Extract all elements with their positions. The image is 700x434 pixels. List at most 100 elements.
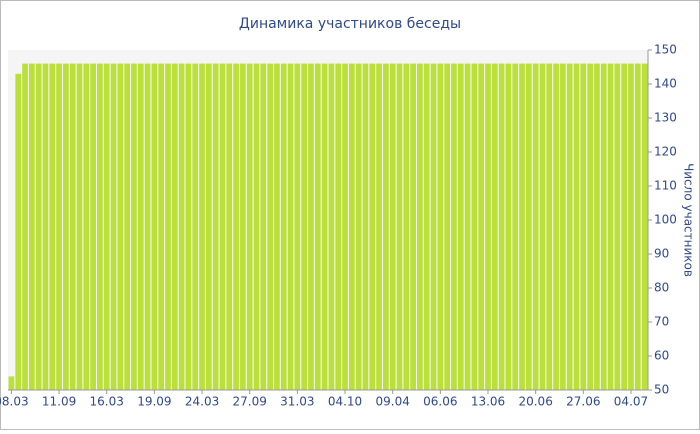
x-tick-label: 27.09 — [233, 395, 267, 409]
bar — [171, 63, 178, 390]
bar — [505, 63, 512, 390]
bar — [131, 63, 137, 390]
x-tick-label: 04.10 — [328, 395, 362, 409]
x-tick-label: 09.04 — [376, 395, 410, 409]
y-tick-label: 140 — [654, 77, 677, 91]
bar — [8, 376, 15, 390]
bar — [478, 63, 485, 390]
bar — [90, 63, 96, 390]
bar — [260, 63, 267, 390]
y-tick-label: 70 — [654, 315, 669, 329]
bar — [287, 63, 294, 390]
bar — [35, 63, 42, 390]
x-tick-label: 27.06 — [566, 395, 600, 409]
bar — [314, 63, 321, 390]
bar — [246, 63, 253, 390]
bar — [423, 63, 430, 390]
bar — [15, 73, 22, 391]
bar — [103, 63, 110, 390]
bar — [457, 63, 464, 390]
bar — [49, 63, 56, 390]
bar — [485, 63, 491, 390]
bar — [117, 63, 124, 390]
bar — [355, 63, 362, 390]
bar — [621, 63, 628, 390]
bar — [165, 63, 171, 390]
bar — [471, 63, 478, 390]
bar — [464, 63, 471, 390]
bar — [498, 63, 505, 390]
bar — [144, 63, 151, 390]
bar — [376, 63, 382, 390]
x-tick-label: 13.06 — [471, 395, 505, 409]
bar — [42, 63, 49, 390]
x-tick-label: 24.03 — [185, 395, 219, 409]
x-tick-label: 11.09 — [42, 395, 76, 409]
x-tick-label: 08.03 — [0, 395, 29, 409]
bar — [178, 63, 185, 390]
bar — [328, 63, 335, 390]
bar — [56, 63, 62, 390]
bar — [430, 63, 437, 390]
bar — [389, 63, 396, 390]
bar — [274, 63, 280, 390]
bar — [512, 63, 519, 390]
bar — [451, 63, 457, 390]
bar — [219, 63, 226, 390]
bar — [212, 63, 219, 390]
bar — [342, 63, 348, 390]
bar — [403, 63, 410, 390]
bar — [28, 63, 35, 390]
bar — [233, 63, 239, 390]
bar — [137, 63, 144, 390]
bar — [614, 63, 621, 390]
bar — [560, 63, 566, 390]
bar — [600, 63, 607, 390]
bar — [158, 63, 165, 390]
bar — [124, 63, 131, 390]
chart-title: Динамика участников беседы — [239, 16, 461, 32]
y-tick-label: 60 — [654, 349, 669, 363]
bar — [83, 63, 90, 390]
bar — [192, 63, 199, 390]
bar — [205, 63, 212, 390]
y-axis-label: Число участников — [682, 163, 696, 277]
bar — [383, 63, 389, 390]
bar — [594, 63, 600, 390]
bar — [348, 63, 355, 390]
y-tick-label: 90 — [654, 247, 669, 261]
x-tick-label: 31.03 — [280, 395, 314, 409]
bar — [301, 63, 308, 390]
bar — [546, 63, 553, 390]
bar — [417, 63, 423, 390]
y-tick-label: 150 — [654, 43, 677, 57]
bar — [444, 63, 451, 390]
y-tick-label: 50 — [654, 383, 669, 397]
bar — [553, 63, 559, 390]
bar — [580, 63, 587, 390]
bar — [566, 63, 573, 390]
y-tick-label: 100 — [654, 213, 677, 227]
x-tick-label: 04.07 — [614, 395, 648, 409]
bar — [253, 63, 260, 390]
bar — [308, 63, 314, 390]
y-tick-label: 120 — [654, 145, 677, 159]
bar — [199, 63, 205, 390]
bar — [362, 63, 369, 390]
bar — [587, 63, 593, 390]
bar — [280, 63, 287, 390]
bar — [97, 63, 103, 390]
bar — [539, 63, 546, 390]
bar — [321, 63, 328, 390]
bar — [634, 63, 641, 390]
bar — [369, 63, 376, 390]
bar — [519, 63, 525, 390]
bar — [335, 63, 342, 390]
bar — [69, 63, 76, 390]
bar — [525, 63, 532, 390]
bar — [294, 63, 301, 390]
bar — [76, 63, 83, 390]
bar — [396, 63, 403, 390]
bar — [573, 63, 580, 390]
